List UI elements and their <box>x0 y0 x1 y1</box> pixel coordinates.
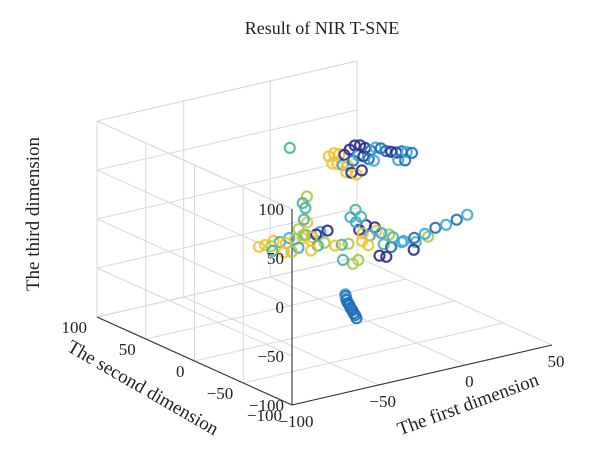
grid-line-z-back <box>96 60 358 122</box>
grid-line-z-back <box>96 256 358 318</box>
z-tick-label: −100 <box>249 396 284 415</box>
data-points <box>252 139 474 325</box>
y-tick-label: 50 <box>119 340 136 359</box>
data-point <box>329 239 342 252</box>
data-point <box>335 238 348 251</box>
grid-line-z-side <box>96 120 293 210</box>
data-point <box>333 147 346 161</box>
data-point <box>380 250 393 263</box>
data-point <box>321 224 334 237</box>
x-tick-label: −50 <box>369 392 396 411</box>
grid-line-y-floor <box>194 300 455 362</box>
tick-labels: −100 −50 0 50 100 −100 −50 0 50 100 −100 −50 0 50 <box>62 200 565 431</box>
data-point <box>285 245 298 258</box>
z-tick-label: −50 <box>257 347 284 366</box>
grid-line-z-back <box>96 109 358 171</box>
data-point <box>422 230 435 243</box>
data-point <box>299 201 312 215</box>
data-point <box>283 141 296 154</box>
data-point <box>399 154 412 167</box>
data-point <box>356 227 369 240</box>
data-point <box>301 216 314 229</box>
data-point <box>400 146 413 159</box>
z-tick-label: 0 <box>276 298 285 317</box>
grid-line-z-back <box>96 207 358 269</box>
y-tick-label: −100 <box>247 406 282 425</box>
y-tick-label: 100 <box>62 318 88 337</box>
x-tick-label: −100 <box>278 412 313 431</box>
data-point <box>450 213 463 226</box>
y-axis-line <box>96 316 293 406</box>
z-axis-label: The third dimension <box>23 136 44 291</box>
data-point <box>297 213 310 226</box>
data-point <box>429 221 442 234</box>
data-point <box>377 238 390 251</box>
data-point <box>352 253 365 266</box>
data-point <box>397 234 410 248</box>
data-point <box>278 246 291 259</box>
data-point <box>461 208 474 221</box>
x-tick-label: 50 <box>548 352 565 371</box>
x-axis-line <box>291 344 553 406</box>
data-point <box>362 239 375 252</box>
data-point <box>350 312 363 325</box>
data-point <box>349 216 362 229</box>
data-point <box>342 237 355 250</box>
data-point <box>405 146 419 159</box>
y-axis-label: The second dimension <box>63 336 222 440</box>
data-point <box>367 154 380 167</box>
data-point <box>375 226 388 240</box>
z-tick-label: 100 <box>259 200 285 219</box>
chart-title: Result of NIR T-SNE <box>245 18 400 38</box>
data-point <box>336 253 349 266</box>
y-tick-label: 0 <box>176 362 185 381</box>
data-point <box>266 244 279 257</box>
data-point <box>373 249 386 262</box>
data-point <box>369 141 382 154</box>
z-tick-label: 50 <box>267 249 284 268</box>
x-tick-label: 0 <box>465 372 474 391</box>
grid-line-y-floor <box>243 322 504 384</box>
grid-line-z-back <box>96 158 358 220</box>
grid-line-z-side <box>96 267 293 357</box>
data-point <box>305 244 318 257</box>
grid-line-y-floor <box>145 278 406 340</box>
data-point <box>362 152 375 166</box>
data-point <box>355 164 368 177</box>
data-point <box>440 218 453 231</box>
data-point <box>259 238 272 252</box>
data-point <box>408 231 421 244</box>
y-tick-label: −50 <box>207 384 234 403</box>
data-point <box>407 243 420 256</box>
grid-line-z-side <box>96 218 293 308</box>
data-point <box>318 236 331 249</box>
data-point <box>252 240 266 253</box>
data-point <box>297 228 310 242</box>
data-point <box>418 227 431 240</box>
